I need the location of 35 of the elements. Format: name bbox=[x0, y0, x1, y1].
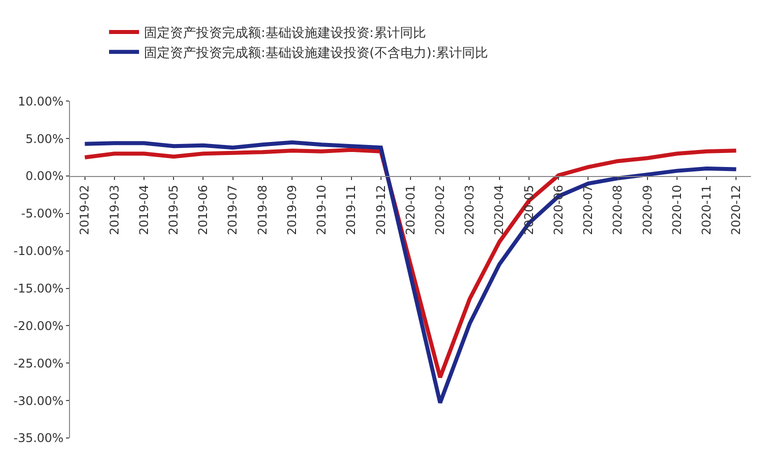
x-tick-label: 2020-05 bbox=[522, 184, 536, 235]
x-tick-label: 2020-04 bbox=[492, 184, 506, 235]
legend-label: 固定资产投资完成额:基础设施建设投资(不含电力):累计同比 bbox=[144, 44, 488, 61]
x-tick-label: 2020-08 bbox=[610, 184, 625, 235]
x-tick-label: 2019-07 bbox=[226, 184, 240, 235]
x-tick-label: 2019-02 bbox=[78, 184, 92, 235]
x-tick-label: 2019-06 bbox=[196, 184, 210, 235]
y-tick-label: -30.00% bbox=[14, 394, 64, 408]
y-tick-label: -15.00% bbox=[14, 282, 64, 296]
x-tick-label: 2020-11 bbox=[699, 184, 714, 235]
x-tick-label: 2020-09 bbox=[640, 184, 654, 235]
y-tick-label: -20.00% bbox=[14, 318, 64, 333]
x-tick-label: 2020-10 bbox=[670, 184, 684, 235]
x-tick-label: 2019-04 bbox=[136, 184, 151, 235]
x-tick-label: 2020-06 bbox=[551, 184, 566, 235]
y-tick-label: -5.00% bbox=[21, 206, 64, 221]
x-tick-label: 2020-03 bbox=[462, 184, 477, 235]
x-tick-label: 2020-02 bbox=[433, 184, 448, 235]
y-tick-label: 0.00% bbox=[25, 169, 64, 184]
x-tick-label: 2020-01 bbox=[403, 184, 418, 235]
x-tick-label: 2019-11 bbox=[344, 184, 358, 235]
x-tick-label: 2019-12 bbox=[374, 184, 388, 235]
x-tick-label: 2019-10 bbox=[314, 184, 329, 235]
y-tick-label: -10.00% bbox=[14, 244, 64, 258]
y-tick-label: 5.00% bbox=[25, 132, 64, 146]
x-tick-label: 2019-05 bbox=[166, 184, 181, 235]
y-tick-label: -25.00% bbox=[14, 356, 64, 370]
y-tick-label: -35.00% bbox=[14, 431, 64, 446]
legend-label: 固定资产投资完成额:基础设施建设投资:累计同比 bbox=[144, 25, 426, 42]
x-tick-label: 2020-12 bbox=[729, 184, 744, 235]
x-tick-label: 2020-07 bbox=[581, 184, 596, 235]
y-tick-label: 10.00% bbox=[18, 94, 64, 108]
x-tick-label: 2019-03 bbox=[107, 184, 122, 235]
x-tick-label: 2019-08 bbox=[255, 184, 270, 235]
x-tick-label: 2019-09 bbox=[284, 184, 299, 235]
